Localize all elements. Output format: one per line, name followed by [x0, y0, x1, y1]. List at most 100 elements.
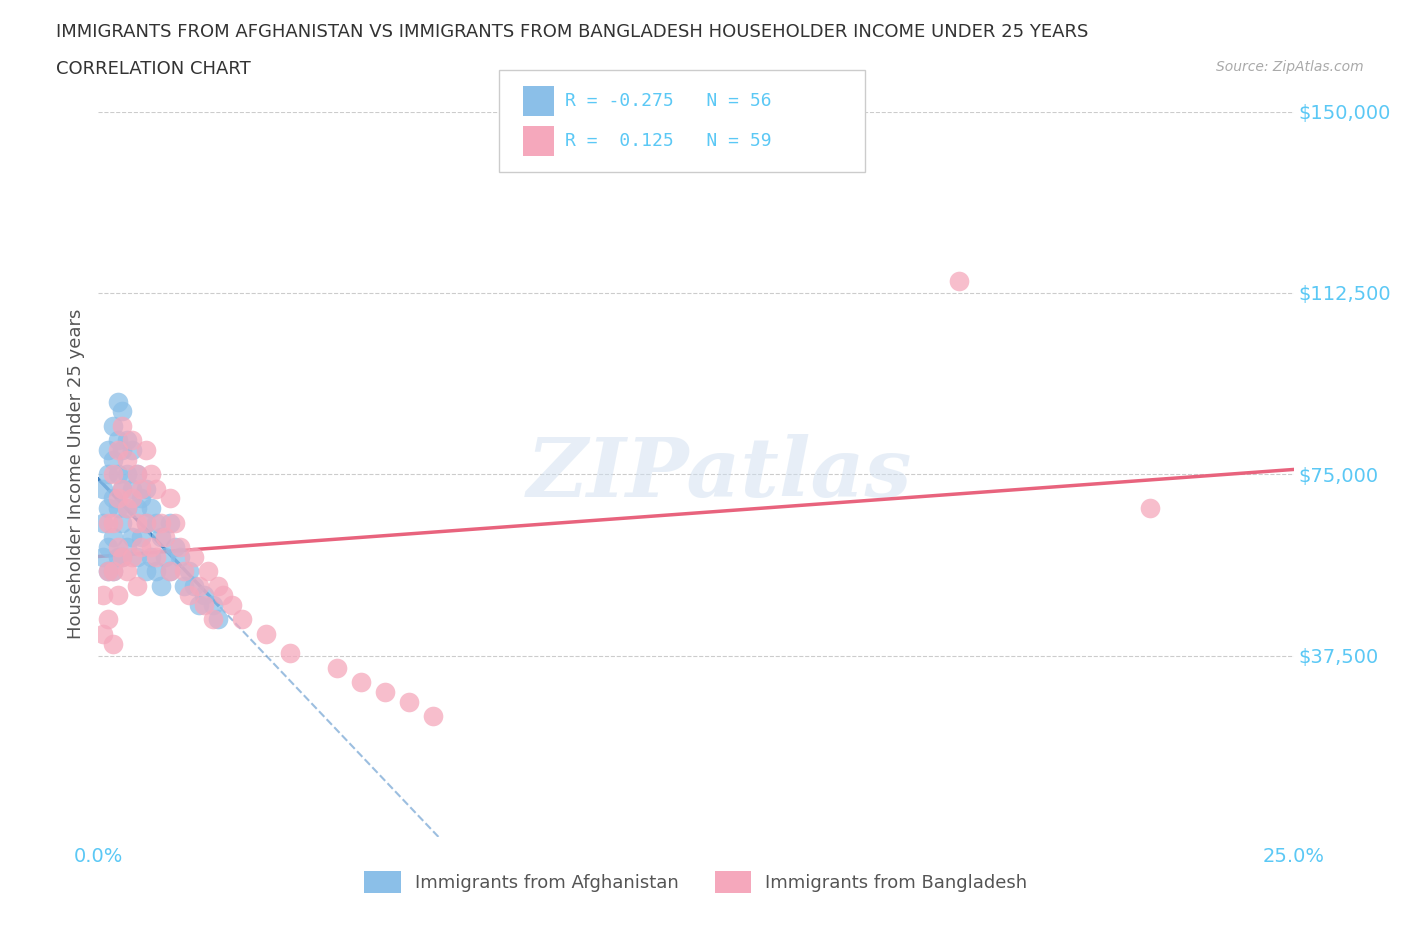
Point [115, 467, 138, 482]
Point [125, 467, 148, 482]
Point [159, 564, 181, 578]
Point [97, 539, 120, 554]
Point [107, 549, 129, 564]
Point [107, 394, 129, 409]
Point [159, 515, 181, 530]
Point [398, 694, 420, 709]
Point [131, 491, 153, 506]
Point [179, 588, 201, 603]
Point [193, 597, 215, 612]
Point [101, 564, 124, 578]
Point [131, 482, 153, 497]
Point [125, 578, 148, 593]
Point [145, 549, 167, 564]
Point [187, 578, 209, 593]
Point [254, 627, 277, 642]
Point [111, 482, 134, 497]
Text: R =  0.125   N = 59: R = 0.125 N = 59 [565, 132, 772, 150]
Point [149, 515, 172, 530]
Text: R = -0.275   N = 56: R = -0.275 N = 56 [565, 92, 772, 110]
Point [107, 500, 129, 515]
Point [173, 578, 195, 593]
Point [948, 273, 970, 288]
Legend: Immigrants from Afghanistan, Immigrants from Bangladesh: Immigrants from Afghanistan, Immigrants … [357, 864, 1035, 900]
Point [193, 588, 215, 603]
Point [111, 418, 134, 433]
Point [169, 549, 191, 564]
Point [107, 433, 129, 448]
Point [97, 564, 120, 578]
Point [101, 636, 124, 651]
Point [135, 564, 157, 578]
Point [121, 530, 143, 545]
Point [187, 597, 209, 612]
Point [179, 564, 201, 578]
Point [107, 588, 129, 603]
Point [183, 578, 205, 593]
Point [107, 443, 129, 458]
Point [101, 515, 124, 530]
Point [139, 467, 162, 482]
Y-axis label: Householder Income Under 25 years: Householder Income Under 25 years [66, 309, 84, 640]
Point [121, 549, 143, 564]
Text: CORRELATION CHART: CORRELATION CHART [56, 60, 252, 78]
Point [125, 515, 148, 530]
Point [91, 482, 114, 497]
Point [169, 539, 191, 554]
Point [111, 404, 134, 418]
Point [139, 500, 162, 515]
Point [131, 539, 153, 554]
Point [107, 467, 129, 482]
Point [101, 564, 124, 578]
Point [374, 684, 396, 699]
Point [91, 549, 114, 564]
Point [97, 612, 120, 627]
Point [202, 597, 225, 612]
Point [121, 482, 143, 497]
Point [202, 612, 225, 627]
Point [155, 530, 177, 545]
Point [231, 612, 253, 627]
Point [145, 482, 167, 497]
Point [91, 515, 114, 530]
Point [101, 418, 124, 433]
Point [111, 549, 134, 564]
Point [125, 467, 148, 482]
Point [101, 491, 124, 506]
Point [145, 515, 167, 530]
Point [159, 491, 181, 506]
Point [221, 597, 243, 612]
Point [163, 539, 186, 554]
Point [139, 539, 162, 554]
Point [135, 482, 157, 497]
Point [107, 491, 129, 506]
Point [183, 549, 205, 564]
Point [115, 452, 138, 467]
Text: Source: ZipAtlas.com: Source: ZipAtlas.com [1216, 60, 1364, 74]
Point [207, 612, 229, 627]
Point [121, 491, 143, 506]
Point [97, 467, 120, 482]
Point [135, 515, 157, 530]
Text: ZIPatlas: ZIPatlas [527, 434, 912, 514]
Point [97, 443, 120, 458]
Point [145, 564, 167, 578]
Point [97, 500, 120, 515]
Point [139, 549, 162, 564]
Point [101, 467, 124, 482]
Point [422, 709, 444, 724]
Point [155, 549, 177, 564]
Point [173, 564, 195, 578]
Text: IMMIGRANTS FROM AFGHANISTAN VS IMMIGRANTS FROM BANGLADESH HOUSEHOLDER INCOME UND: IMMIGRANTS FROM AFGHANISTAN VS IMMIGRANT… [56, 23, 1088, 41]
Point [101, 530, 124, 545]
Point [115, 539, 138, 554]
Point [91, 588, 114, 603]
Point [149, 578, 172, 593]
Point [97, 564, 120, 578]
Point [211, 588, 233, 603]
Point [163, 515, 186, 530]
Point [111, 515, 134, 530]
Point [111, 443, 134, 458]
Point [207, 578, 229, 593]
Point [111, 482, 134, 497]
